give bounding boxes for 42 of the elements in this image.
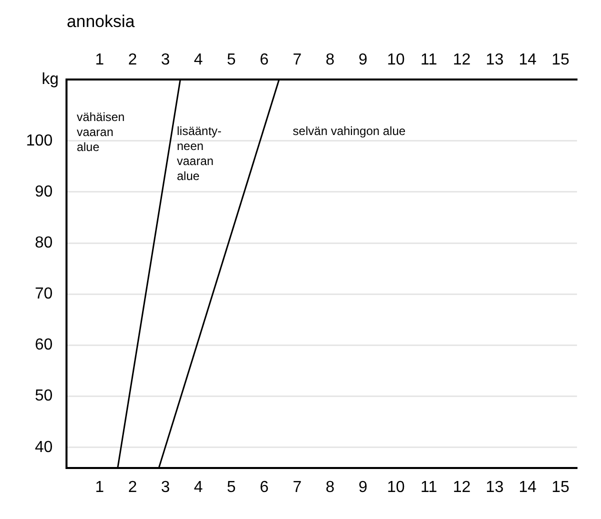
x-tick-label: 12: [452, 478, 471, 496]
x2-tick-label: 10: [387, 51, 405, 68]
x2-tick-label: 1: [95, 51, 104, 68]
y-tick-label: 100: [26, 132, 53, 150]
x2-tick-label: 5: [226, 51, 236, 68]
y-tick-label: 40: [34, 438, 53, 456]
x2-tick-label: 13: [486, 51, 504, 68]
y-tick-label: 90: [34, 183, 53, 200]
y-tick-label: 50: [34, 388, 53, 405]
x2-tick-label: 7: [292, 51, 302, 68]
y-tick-label: 80: [34, 234, 53, 252]
annotation: selvän vahingon alue: [292, 124, 406, 138]
x2-tick-label: 9: [358, 51, 368, 68]
x-tick-label: 1: [95, 478, 104, 496]
x-tick-label: 9: [358, 478, 368, 496]
x-tick-label: 2: [128, 478, 138, 496]
annotation: vähäisen vaaran alue: [76, 110, 125, 154]
annotation: lisäänty- neen vaaran alue: [176, 124, 222, 183]
x-tick-label: 15: [552, 478, 570, 496]
y-tick-label: 60: [34, 336, 53, 354]
x-tick-label: 4: [194, 478, 203, 496]
x2-tick-label: 15: [552, 51, 570, 68]
x-tick-label: 8: [326, 478, 335, 496]
x-tick-label: 10: [387, 478, 405, 496]
x2-tick-label: 3: [161, 51, 170, 68]
x2-tick-label: 11: [420, 51, 438, 68]
x2-tick-label: 12: [452, 51, 471, 68]
x-tick-label: 13: [486, 478, 504, 496]
x-tick-label: 11: [420, 478, 438, 496]
y-axis-title: kg: [42, 71, 59, 88]
x2-tick-label: 2: [128, 51, 138, 68]
x-tick-label: 3: [161, 478, 170, 496]
y-tick-label: 70: [34, 286, 53, 303]
x-tick-label: 6: [260, 478, 269, 496]
x-tick-label: 5: [226, 478, 236, 496]
x-tick-label: 7: [292, 478, 302, 496]
x2-tick-label: 4: [194, 51, 203, 68]
x2-tick-label: 6: [260, 51, 269, 68]
x-tick-label: 14: [518, 478, 537, 496]
x2-axis-title: annoksia: [66, 12, 136, 31]
x2-tick-label: 8: [326, 51, 335, 68]
x2-tick-label: 14: [518, 51, 537, 68]
